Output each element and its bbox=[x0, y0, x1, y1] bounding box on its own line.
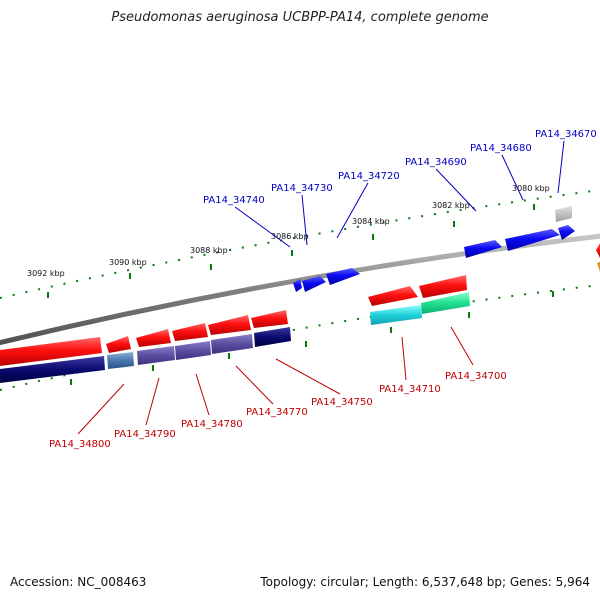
gene-arrow[interactable] bbox=[172, 323, 208, 341]
kbp-label: 3084 kbp bbox=[352, 217, 390, 226]
kbp-label: 3086 kbp bbox=[271, 232, 309, 241]
genome-backbone bbox=[0, 233, 600, 346]
top-leader-lines bbox=[234, 140, 565, 248]
gene-arrow[interactable] bbox=[136, 329, 171, 347]
outer-major-ticks bbox=[47, 204, 535, 298]
forward-strand-genes bbox=[293, 206, 600, 292]
map-title: Pseudomonas aeruginosa UCBPP-PA14, compl… bbox=[111, 10, 489, 25]
gene-arrow[interactable] bbox=[555, 206, 572, 222]
gene-arrow[interactable] bbox=[597, 262, 600, 272]
gene-arrow[interactable] bbox=[302, 276, 326, 292]
inner-major-ticks bbox=[70, 291, 554, 385]
topology-text: Topology: circular; Length: 6,537,648 bp… bbox=[260, 575, 590, 589]
feature-bar[interactable] bbox=[0, 356, 105, 383]
gene-arrow[interactable] bbox=[106, 336, 131, 353]
bottom-leader-lines bbox=[77, 326, 474, 435]
feature-bar[interactable] bbox=[211, 334, 253, 354]
inner-tick-row bbox=[0, 284, 600, 391]
feature-bar[interactable] bbox=[254, 327, 291, 347]
gene-arrow[interactable] bbox=[0, 337, 102, 366]
gene-arrow[interactable] bbox=[251, 310, 288, 328]
gene-label-forward[interactable]: PA14_34670 bbox=[535, 129, 597, 140]
gene-label-reverse[interactable]: PA14_34750 bbox=[311, 397, 373, 408]
gene-arrow[interactable] bbox=[505, 229, 560, 251]
gene-label-reverse[interactable]: PA14_34790 bbox=[114, 429, 176, 440]
feature-bar[interactable] bbox=[175, 341, 211, 360]
feature-bars bbox=[0, 292, 470, 383]
gene-label-reverse[interactable]: PA14_34780 bbox=[181, 419, 243, 430]
kbp-label: 3088 kbp bbox=[190, 246, 228, 255]
gene-arrow[interactable] bbox=[464, 240, 502, 258]
gene-arrow[interactable] bbox=[208, 315, 251, 335]
gene-arrow[interactable] bbox=[368, 286, 418, 306]
feature-bar[interactable] bbox=[107, 352, 134, 369]
kbp-label: 3092 kbp bbox=[27, 269, 65, 278]
feature-bar[interactable] bbox=[137, 346, 175, 365]
gene-arrow[interactable] bbox=[419, 275, 467, 298]
kbp-label: 3090 kbp bbox=[109, 258, 147, 267]
feature-bar[interactable] bbox=[421, 292, 470, 314]
gene-label-reverse[interactable]: PA14_34710 bbox=[379, 384, 441, 395]
gene-arrow[interactable] bbox=[558, 225, 575, 240]
gene-label-forward[interactable]: PA14_34720 bbox=[338, 171, 400, 182]
gene-arrow[interactable] bbox=[596, 243, 600, 258]
gene-label-reverse[interactable]: PA14_34800 bbox=[49, 439, 111, 450]
gene-label-forward[interactable]: PA14_34730 bbox=[271, 183, 333, 194]
kbp-label: 3080 kbp bbox=[512, 184, 550, 193]
kbp-label: 3082 kbp bbox=[432, 201, 470, 210]
gene-label-reverse[interactable]: PA14_34700 bbox=[445, 371, 507, 382]
gene-arrow[interactable] bbox=[326, 268, 360, 285]
gene-arrow[interactable] bbox=[293, 279, 302, 292]
reverse-strand-genes bbox=[0, 275, 467, 366]
gene-label-reverse[interactable]: PA14_34770 bbox=[246, 407, 308, 418]
gene-label-forward[interactable]: PA14_34740 bbox=[203, 195, 265, 206]
gene-label-forward[interactable]: PA14_34690 bbox=[405, 157, 467, 168]
gene-label-forward[interactable]: PA14_34680 bbox=[470, 143, 532, 154]
feature-bar[interactable] bbox=[370, 305, 422, 325]
accession-text: Accession: NC_008463 bbox=[10, 575, 147, 589]
